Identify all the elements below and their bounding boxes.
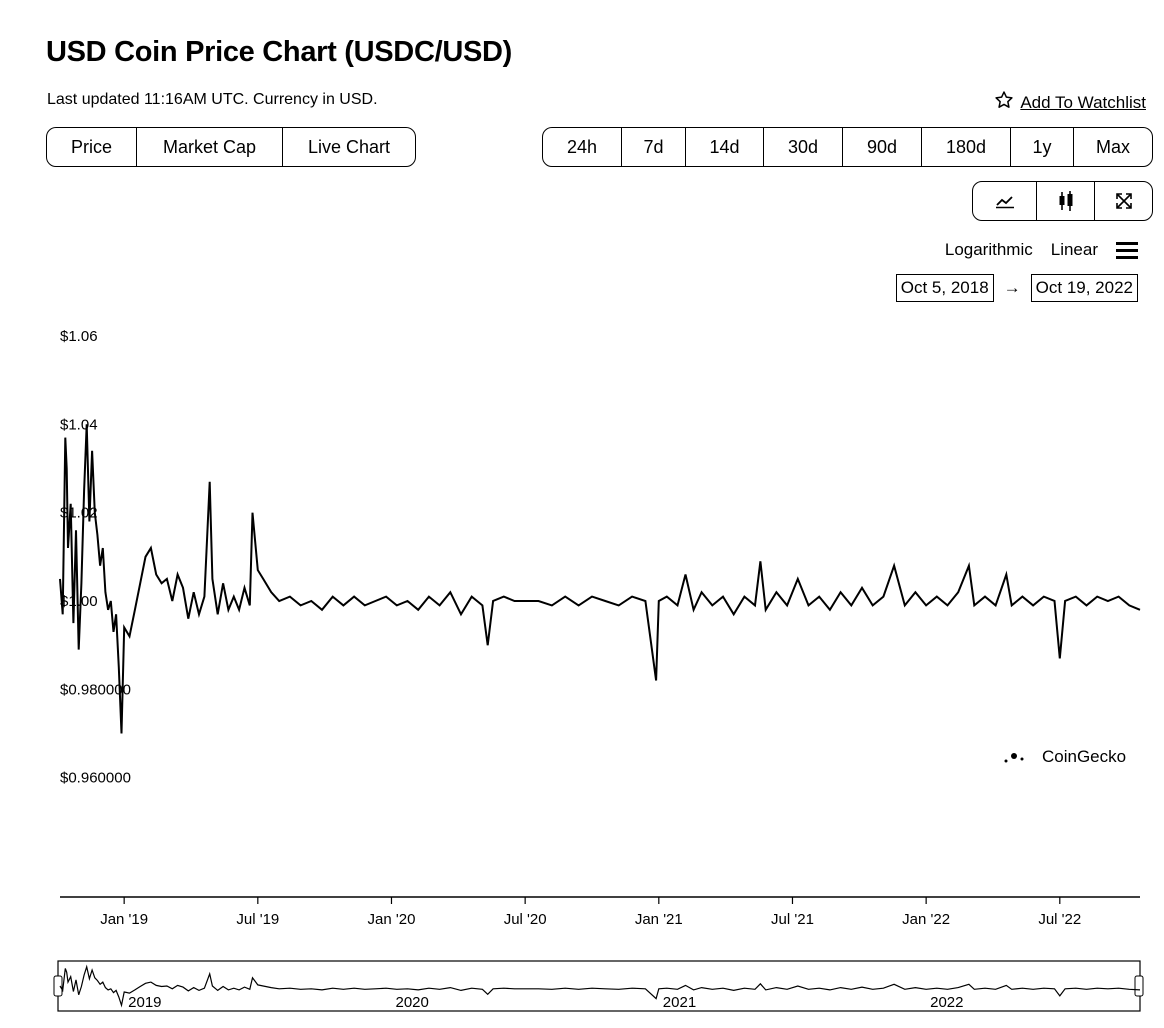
range-navigator[interactable]: 2019 2020 2021 2022 [53, 960, 1144, 1012]
price-series-line [59, 424, 1141, 734]
date-from-input[interactable]: Oct 5, 2018 [895, 274, 994, 302]
range-180d-button[interactable]: 180d [921, 128, 1010, 166]
x-tick-label: Jul '22 [1038, 911, 1081, 928]
candlestick-button[interactable] [1036, 182, 1094, 220]
time-range-selector: 24h 7d 14d 30d 90d 180d 1y Max [542, 127, 1153, 167]
coingecko-watermark: CoinGecko [1004, 747, 1126, 766]
y-tick-label: $0.960000 [60, 770, 131, 787]
fullscreen-icon [1115, 193, 1132, 209]
navigator-series-line [59, 964, 1141, 1008]
date-to-input[interactable]: Oct 19, 2022 [1030, 274, 1138, 302]
y-tick-label: $1.06 [60, 328, 98, 345]
price-chart: $1.06 $1.04 $1.02 $1.00 $0.980000 $0.960000 J… [53, 328, 1144, 1012]
navigator-year-label: 2022 [930, 994, 963, 1011]
line-chart-icon [995, 196, 1014, 209]
navigator-left-handle[interactable] [53, 975, 63, 997]
star-icon [994, 90, 1014, 115]
range-30d-button[interactable]: 30d [763, 128, 842, 166]
range-7d-button[interactable]: 7d [621, 128, 685, 166]
x-tick-label: Jul '21 [771, 911, 814, 928]
fullscreen-button[interactable] [1094, 182, 1152, 220]
chart-view-tabs: Price Market Cap Live Chart [46, 127, 416, 167]
x-tick-label: Jan '22 [902, 911, 950, 928]
date-range: Oct 5, 2018 → Oct 19, 2022 [895, 274, 1138, 302]
page-title: USD Coin Price Chart (USDC/USD) [46, 36, 513, 68]
last-updated-text: Last updated 11:16AM UTC. Currency in US… [47, 91, 378, 108]
y-tick-label: $1.04 [60, 416, 98, 433]
range-24h-button[interactable]: 24h [566, 136, 598, 157]
add-to-watchlist-label: Add To Watchlist [1020, 92, 1146, 112]
x-tick-label: Jan '21 [635, 911, 683, 928]
logarithmic-scale-button[interactable]: Logarithmic [944, 240, 1033, 259]
scale-toggle: Logarithmic Linear [945, 240, 1138, 260]
tab-price[interactable]: Price [70, 136, 112, 157]
x-tick-label: Jul '19 [236, 911, 279, 928]
navigator-right-handle[interactable] [1134, 975, 1144, 997]
y-tick-label: $1.00 [60, 593, 98, 610]
range-max-button[interactable]: Max [1073, 128, 1152, 166]
chart-type-selector [972, 181, 1153, 221]
navigator-year-label: 2021 [663, 994, 696, 1011]
coingecko-watermark-label: CoinGecko [1042, 747, 1126, 766]
menu-icon[interactable] [1116, 241, 1138, 259]
range-90d-button[interactable]: 90d [842, 128, 921, 166]
x-tick-label: Jan '19 [100, 911, 148, 928]
navigator-year-label: 2019 [128, 994, 161, 1011]
x-tick-label: Jul '20 [504, 911, 547, 928]
tab-live-chart[interactable]: Live Chart [282, 128, 415, 166]
y-tick-label: $0.980000 [60, 681, 131, 698]
x-tick-label: Jan '20 [368, 911, 416, 928]
y-tick-label: $1.02 [60, 505, 98, 522]
navigator-year-label: 2020 [395, 994, 428, 1011]
range-1y-button[interactable]: 1y [1010, 128, 1073, 166]
range-14d-button[interactable]: 14d [685, 128, 763, 166]
add-to-watchlist-button[interactable]: Add To Watchlist [994, 90, 1146, 115]
date-range-arrow: → [1003, 278, 1021, 297]
tab-market-cap[interactable]: Market Cap [136, 128, 282, 166]
line-chart-button[interactable] [973, 182, 1036, 220]
navigator-frame [57, 960, 1141, 1012]
candlestick-icon [1059, 191, 1072, 211]
linear-scale-button[interactable]: Linear [1050, 240, 1098, 259]
